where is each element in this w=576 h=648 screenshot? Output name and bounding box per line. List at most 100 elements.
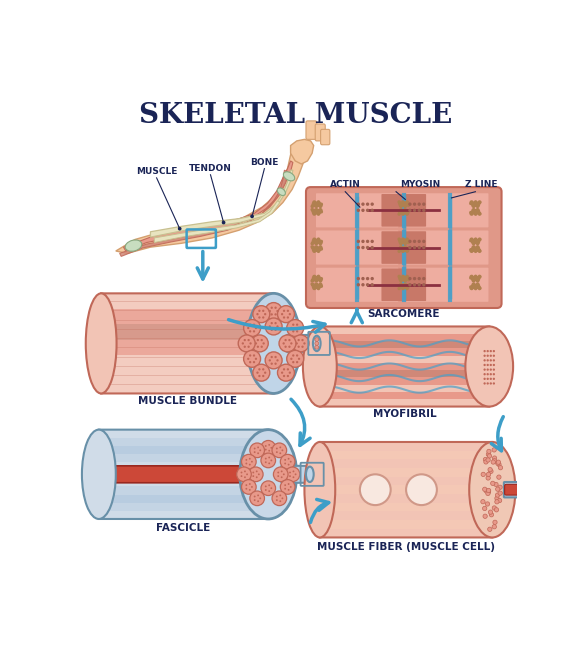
Circle shape xyxy=(274,329,276,331)
Circle shape xyxy=(498,485,502,489)
Circle shape xyxy=(483,350,486,353)
Circle shape xyxy=(413,209,416,212)
Circle shape xyxy=(283,474,285,475)
Circle shape xyxy=(262,368,264,371)
Circle shape xyxy=(249,330,251,332)
Circle shape xyxy=(357,202,360,206)
Circle shape xyxy=(290,358,293,360)
Circle shape xyxy=(279,500,281,502)
Circle shape xyxy=(296,354,298,356)
Circle shape xyxy=(491,481,495,485)
Circle shape xyxy=(483,369,486,371)
Polygon shape xyxy=(123,161,293,251)
Circle shape xyxy=(268,484,270,486)
Circle shape xyxy=(289,475,291,477)
Bar xyxy=(99,446,268,454)
Circle shape xyxy=(483,506,487,511)
Circle shape xyxy=(492,459,497,463)
Circle shape xyxy=(256,371,259,374)
Circle shape xyxy=(274,467,288,481)
FancyBboxPatch shape xyxy=(316,193,399,227)
Circle shape xyxy=(492,448,497,452)
FancyBboxPatch shape xyxy=(504,482,530,498)
Circle shape xyxy=(489,513,494,517)
Circle shape xyxy=(370,277,374,281)
Circle shape xyxy=(492,359,495,362)
Circle shape xyxy=(288,339,290,341)
Circle shape xyxy=(283,310,285,312)
Circle shape xyxy=(422,202,426,206)
Bar xyxy=(101,355,274,363)
Circle shape xyxy=(488,510,492,515)
Bar xyxy=(320,529,492,537)
Circle shape xyxy=(487,489,491,492)
Circle shape xyxy=(247,327,249,329)
Circle shape xyxy=(279,446,281,448)
Circle shape xyxy=(490,359,492,362)
Circle shape xyxy=(315,338,319,341)
Circle shape xyxy=(484,460,488,464)
Circle shape xyxy=(249,361,251,364)
Circle shape xyxy=(284,488,286,490)
Circle shape xyxy=(418,209,421,212)
Circle shape xyxy=(413,246,416,249)
Circle shape xyxy=(290,486,291,488)
Circle shape xyxy=(255,327,257,329)
Circle shape xyxy=(287,489,290,491)
Circle shape xyxy=(361,246,365,249)
Circle shape xyxy=(244,319,260,336)
Circle shape xyxy=(495,500,499,504)
Circle shape xyxy=(264,371,266,374)
Text: MUSCLE FIBER (MUSCLE CELL): MUSCLE FIBER (MUSCLE CELL) xyxy=(317,542,495,551)
Bar xyxy=(99,503,268,511)
Bar xyxy=(101,301,274,308)
Circle shape xyxy=(274,307,276,309)
Circle shape xyxy=(295,342,298,345)
Circle shape xyxy=(495,461,500,465)
Circle shape xyxy=(486,472,491,476)
Text: SARCOMERE: SARCOMERE xyxy=(367,309,440,319)
Text: SKELETAL MUSCLE: SKELETAL MUSCLE xyxy=(139,102,452,130)
Circle shape xyxy=(315,345,319,349)
Text: Z LINE: Z LINE xyxy=(465,179,498,189)
Bar xyxy=(101,308,274,316)
Circle shape xyxy=(289,472,291,474)
Circle shape xyxy=(222,222,225,224)
Circle shape xyxy=(258,310,260,312)
Bar xyxy=(320,341,489,349)
Circle shape xyxy=(290,327,293,329)
Circle shape xyxy=(366,277,369,281)
Bar xyxy=(320,385,489,392)
Bar xyxy=(99,470,268,478)
Circle shape xyxy=(287,319,304,336)
Polygon shape xyxy=(116,146,305,253)
Bar xyxy=(101,386,274,393)
Circle shape xyxy=(292,361,294,364)
Circle shape xyxy=(495,493,500,497)
Ellipse shape xyxy=(277,188,285,196)
Bar xyxy=(320,392,489,399)
Circle shape xyxy=(494,507,499,512)
Circle shape xyxy=(248,467,263,481)
Bar xyxy=(99,462,268,470)
Circle shape xyxy=(292,335,309,352)
Circle shape xyxy=(292,330,294,332)
Circle shape xyxy=(497,460,501,465)
Circle shape xyxy=(245,488,247,490)
Circle shape xyxy=(271,362,273,365)
Circle shape xyxy=(481,500,485,504)
Circle shape xyxy=(287,458,290,459)
Circle shape xyxy=(413,283,416,286)
Circle shape xyxy=(251,335,268,352)
Circle shape xyxy=(285,345,287,348)
Circle shape xyxy=(357,209,360,212)
Circle shape xyxy=(293,470,294,472)
Circle shape xyxy=(265,457,267,459)
Circle shape xyxy=(254,496,256,498)
Circle shape xyxy=(483,457,488,461)
Circle shape xyxy=(422,277,426,281)
Circle shape xyxy=(262,316,264,319)
Circle shape xyxy=(292,323,294,326)
Circle shape xyxy=(289,313,291,316)
Circle shape xyxy=(486,489,491,494)
